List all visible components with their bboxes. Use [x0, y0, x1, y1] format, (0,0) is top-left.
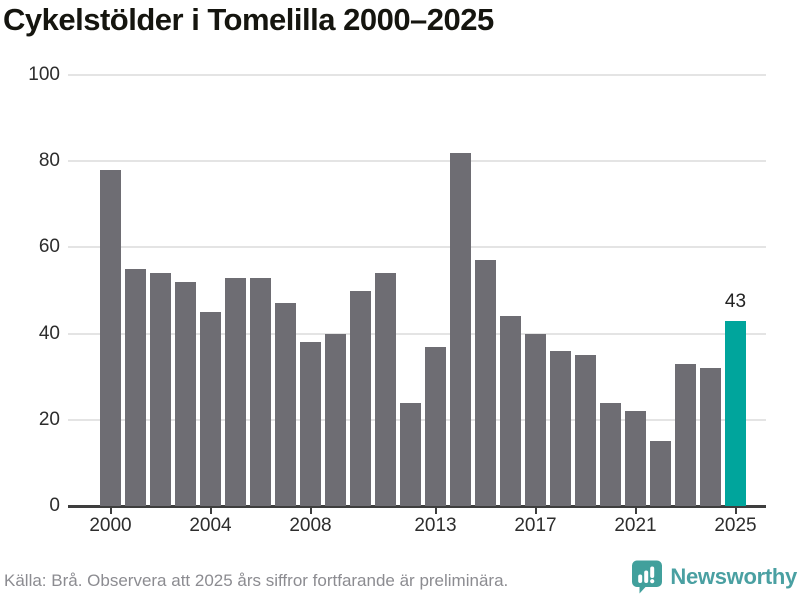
bar-2025	[725, 320, 746, 506]
x-axis-tick-2004	[209, 508, 212, 514]
bar-2001	[125, 268, 146, 506]
y-axis-label-40: 40	[38, 322, 60, 344]
bar-2015	[475, 260, 496, 506]
bar-2005	[225, 277, 246, 506]
bar-2012	[400, 402, 421, 506]
x-axis-tick-2000	[109, 508, 112, 514]
bar-2006	[250, 277, 271, 506]
bar-2003	[175, 281, 196, 506]
bar-2016	[500, 316, 521, 506]
bar-2024	[700, 368, 721, 506]
y-axis-label-80: 80	[38, 150, 60, 172]
bar-2017	[525, 333, 546, 506]
bar-2020	[600, 402, 621, 506]
gridline-80	[68, 160, 766, 163]
newsworthy-logo-icon	[632, 560, 663, 594]
bar-2013	[425, 346, 446, 506]
bar-2011	[375, 273, 396, 506]
y-axis-label-60: 60	[38, 236, 60, 258]
x-axis-label-2008: 2008	[289, 515, 332, 536]
x-axis-tick-2025	[734, 508, 737, 514]
bar-2023	[675, 363, 696, 506]
x-axis-tick-2013	[434, 508, 437, 514]
newsworthy-logo[interactable]: Newsworthy	[631, 558, 797, 596]
x-axis-label-2004: 2004	[189, 515, 232, 536]
y-axis-label-20: 20	[38, 408, 60, 430]
bar-2022	[650, 441, 671, 506]
bar-2021	[625, 411, 646, 506]
x-axis-label-2017: 2017	[514, 515, 557, 536]
bar-2019	[575, 355, 596, 506]
bar-2000	[100, 169, 121, 506]
gridline-100	[68, 74, 766, 76]
x-axis-label-2013: 2013	[414, 515, 457, 536]
gridline-60	[68, 246, 766, 249]
bar-2007	[275, 303, 296, 506]
bar-2009	[325, 333, 346, 506]
x-axis-tick-2008	[309, 508, 312, 514]
bar-2008	[300, 342, 321, 506]
x-axis-label-2021: 2021	[614, 515, 657, 536]
x-axis-label-2000: 2000	[89, 515, 132, 536]
bar-2010	[350, 290, 371, 506]
chart-title: Cykelstölder i Tomelilla 2000–2025	[3, 2, 494, 37]
x-axis-tick-2021	[634, 508, 637, 514]
x-axis-tick-2017	[534, 508, 537, 514]
y-axis-label-100: 100	[28, 64, 60, 85]
bar-2018	[550, 350, 571, 506]
y-axis-label-0: 0	[49, 495, 60, 516]
bar-value-label: 43	[724, 290, 747, 312]
bar-2014	[450, 152, 471, 506]
bar-2004	[200, 312, 221, 506]
x-axis-line	[68, 505, 766, 508]
source-note: Källa: Brå. Observera att 2025 års siffr…	[4, 571, 509, 590]
x-axis-label-2025: 2025	[714, 515, 757, 536]
gridline-40	[68, 332, 766, 335]
newsworthy-logo-text: Newsworthy	[670, 564, 797, 589]
bar-2002	[150, 273, 171, 506]
